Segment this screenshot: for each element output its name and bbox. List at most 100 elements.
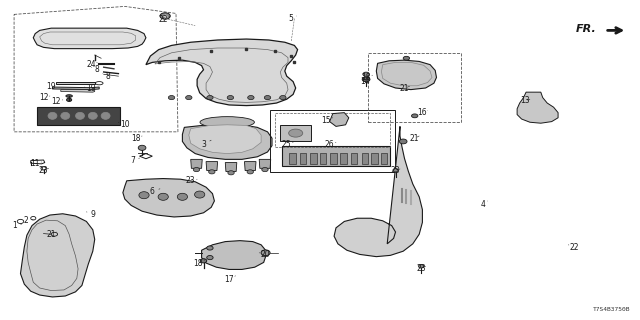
Text: 11: 11 [31,159,40,168]
Ellipse shape [88,112,97,119]
Text: 23: 23 [390,166,401,175]
Polygon shape [189,125,261,154]
Ellipse shape [66,95,72,97]
Polygon shape [56,82,95,84]
Ellipse shape [193,168,200,172]
Polygon shape [61,90,95,92]
Bar [340,153,347,164]
Bar [275,113,390,147]
Ellipse shape [207,95,213,100]
Text: 1: 1 [12,221,17,230]
Bar [270,110,395,172]
Ellipse shape [158,193,168,200]
Ellipse shape [227,95,234,100]
Bar [330,153,337,164]
Bar [371,153,378,164]
Polygon shape [37,107,120,125]
Polygon shape [123,179,214,217]
Text: 9: 9 [90,210,95,219]
Polygon shape [20,214,95,297]
Bar [368,53,461,122]
Polygon shape [33,28,146,49]
Polygon shape [182,124,272,159]
Ellipse shape [248,95,254,100]
Text: FR.: FR. [576,24,596,34]
Bar [351,153,357,164]
Text: 19: 19 [46,82,56,91]
Ellipse shape [61,112,70,119]
Ellipse shape [393,168,398,172]
Ellipse shape [262,168,268,172]
Text: 7: 7 [130,156,135,164]
Text: 19: 19 [86,84,96,93]
Text: T7S4B3750B: T7S4B3750B [593,307,630,312]
Ellipse shape [200,259,207,263]
Ellipse shape [160,13,170,19]
Bar [289,153,296,164]
Text: 3: 3 [201,140,206,149]
Ellipse shape [207,246,213,250]
Text: 14: 14 [360,77,370,86]
Polygon shape [191,159,202,168]
Text: 18: 18 [362,73,371,82]
Bar [320,153,326,164]
Bar [362,153,368,164]
Text: 21: 21 [400,84,409,92]
Polygon shape [334,126,422,257]
Text: 2: 2 [23,216,28,225]
Text: 12: 12 [39,93,48,102]
Text: 23: 23 [186,176,196,185]
Text: 18: 18 [194,259,203,268]
Text: 6: 6 [150,187,155,196]
Ellipse shape [200,117,254,128]
Text: 15: 15 [321,116,332,124]
Ellipse shape [412,114,418,118]
Text: 23: 23 [38,166,49,175]
Text: 21: 21 [47,230,56,239]
Text: 25: 25 [282,140,292,149]
Text: 17: 17 [224,275,234,284]
Ellipse shape [363,72,369,76]
Ellipse shape [403,56,410,60]
Ellipse shape [280,95,286,100]
Ellipse shape [399,139,407,144]
Ellipse shape [264,95,271,100]
Ellipse shape [101,112,110,119]
Bar [280,125,311,141]
Ellipse shape [138,145,146,150]
Text: 8: 8 [95,65,100,74]
Polygon shape [202,241,266,269]
Ellipse shape [195,191,205,198]
Ellipse shape [228,171,234,175]
Text: 22: 22 [159,15,168,24]
Text: 18: 18 [131,134,140,143]
Text: 26: 26 [324,140,335,149]
Ellipse shape [209,170,215,174]
Polygon shape [52,87,99,90]
Text: 13: 13 [520,96,530,105]
Polygon shape [282,146,390,166]
Text: 12: 12 [52,97,61,106]
Polygon shape [146,39,298,106]
Ellipse shape [289,129,303,137]
Polygon shape [225,163,237,172]
Polygon shape [244,162,256,171]
Ellipse shape [186,95,192,100]
Text: 21: 21 [410,134,419,143]
Text: 20: 20 [260,250,271,259]
Ellipse shape [67,98,72,101]
Ellipse shape [76,112,84,119]
Bar [300,153,306,164]
Bar [381,153,387,164]
Text: 24: 24 [86,60,96,69]
Ellipse shape [419,264,424,268]
Ellipse shape [247,170,253,174]
Text: 16: 16 [417,108,428,117]
Ellipse shape [207,255,213,260]
Text: 23: 23 [416,264,426,273]
Bar [310,153,317,164]
Text: 22: 22 [570,243,579,252]
Ellipse shape [48,112,57,119]
Ellipse shape [177,193,188,200]
Text: 10: 10 [120,120,130,129]
